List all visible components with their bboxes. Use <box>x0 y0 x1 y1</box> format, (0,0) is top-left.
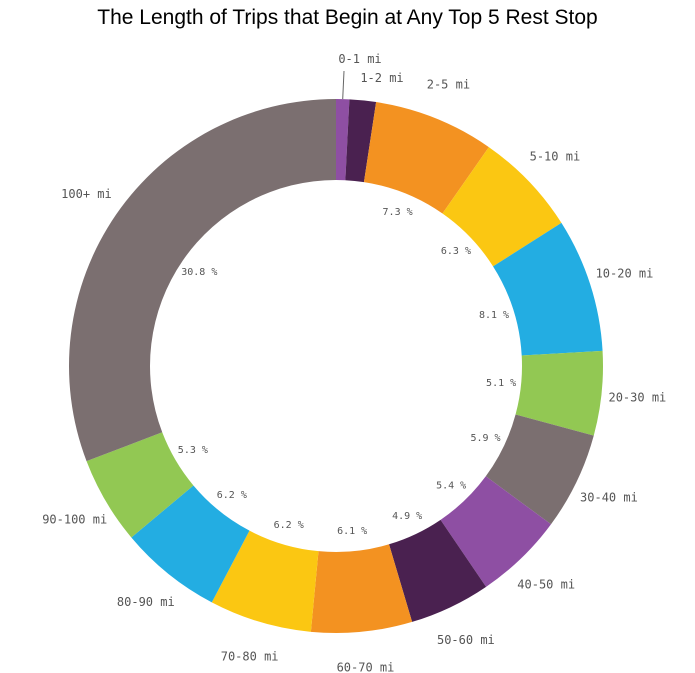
value-label-10-20-mi: 8.1 % <box>479 310 509 321</box>
category-label-1-2-mi: 1-2 mi <box>360 71 403 85</box>
value-label-50-60-mi: 4.9 % <box>392 511 422 522</box>
value-label-80-90-mi: 6.2 % <box>217 490 247 501</box>
slice-2-5-mi <box>363 102 489 214</box>
category-label-5-10-mi: 5-10 mi <box>530 150 581 164</box>
category-labels-group: 0-1 mi 1-2 mi 2-5 mi 5-10 mi 10-20 mi 20-30 m… <box>42 52 666 673</box>
value-label-40-50-mi: 5.4 % <box>436 481 466 492</box>
slice-90-100-mi <box>86 432 194 538</box>
value-label-90-100-mi: 5.3 % <box>178 445 208 456</box>
value-label-20-30-mi: 5.1 % <box>486 378 516 389</box>
leader-line-0-1-mi <box>342 70 345 100</box>
category-label-50-60-mi: 50-60 mi <box>437 633 495 647</box>
value-label-2-5-mi: 7.3 % <box>383 207 413 218</box>
slice-1-2-mi <box>345 99 377 183</box>
category-label-40-50-mi: 40-50 mi <box>517 577 575 591</box>
slice-60-70-mi <box>310 544 413 633</box>
category-label-100plus-mi: 100+ mi <box>61 187 112 201</box>
category-label-2-5-mi: 2-5 mi <box>427 78 470 92</box>
value-label-100plus-mi: 30.8 % <box>181 267 217 278</box>
category-label-20-30-mi: 20-30 mi <box>608 390 666 404</box>
chart-title: The Length of Trips that Begin at Any To… <box>97 6 598 29</box>
slice-80-90-mi <box>131 485 250 603</box>
category-label-0-1-mi: 0-1 mi <box>338 52 381 66</box>
slice-20-30-mi <box>515 350 603 436</box>
slice-100plus-mi <box>68 99 336 462</box>
category-label-70-80-mi: 70-80 mi <box>221 649 279 663</box>
value-labels-group: 7.3 % 6.3 % 8.1 % 5.1 % 5.9 % 5.4 % 4.9 % 6.1 %… <box>178 207 516 537</box>
slice-40-50-mi <box>440 476 552 587</box>
category-label-90-100-mi: 90-100 mi <box>42 512 107 526</box>
value-label-70-80-mi: 6.2 % <box>274 520 304 531</box>
category-label-30-40-mi: 30-40 mi <box>580 491 638 505</box>
slice-10-20-mi <box>493 222 603 356</box>
category-label-80-90-mi: 80-90 mi <box>117 595 175 609</box>
slices-group <box>68 99 603 633</box>
leader-lines-group <box>342 70 345 100</box>
value-label-60-70-mi: 6.1 % <box>337 526 367 537</box>
value-label-5-10-mi: 6.3 % <box>441 246 471 257</box>
category-label-10-20-mi: 10-20 mi <box>596 266 654 280</box>
slice-70-80-mi <box>211 530 319 632</box>
slice-50-60-mi <box>389 519 487 622</box>
slice-5-10-mi <box>442 147 562 267</box>
value-label-30-40-mi: 5.9 % <box>470 433 500 444</box>
category-label-60-70-mi: 60-70 mi <box>337 661 395 673</box>
slice-30-40-mi <box>485 414 594 525</box>
slice-0-1-mi <box>336 99 350 181</box>
